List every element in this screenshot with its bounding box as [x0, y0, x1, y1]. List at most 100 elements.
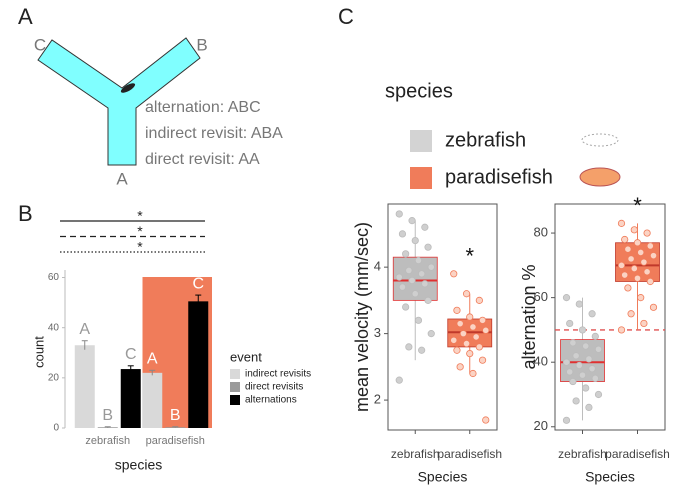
data-point	[414, 316, 423, 324]
data-point	[591, 374, 599, 382]
data-point	[469, 323, 477, 331]
data-point	[566, 319, 574, 328]
data-point	[459, 330, 467, 338]
data-point	[402, 303, 410, 311]
data-point	[411, 290, 419, 298]
data-point	[421, 223, 429, 231]
maze-legend: indirect revisit: ABA	[145, 125, 283, 142]
fish-icon	[120, 83, 136, 93]
y-maze	[37, 37, 201, 166]
data-point	[640, 258, 648, 266]
data-point	[627, 255, 635, 263]
y-tick-label: 40	[534, 354, 548, 369]
data-point	[630, 226, 638, 234]
data-point	[640, 319, 648, 328]
data-point	[562, 416, 571, 424]
maze-legend: direct revisit: AA	[145, 151, 260, 168]
x-tick-label: paradisefish	[146, 435, 205, 447]
data-point	[450, 270, 458, 278]
data-point	[633, 239, 642, 247]
plot-frame	[554, 203, 666, 431]
fish-icon	[579, 167, 621, 187]
data-point	[466, 349, 474, 358]
y-tick-label: 2	[374, 392, 381, 407]
significance-star: *	[137, 223, 143, 239]
data-point	[585, 403, 593, 411]
data-point	[453, 346, 461, 354]
data-point	[421, 280, 429, 288]
data-point	[472, 333, 480, 341]
data-point	[398, 283, 407, 291]
bar-letter: C	[125, 346, 137, 363]
data-point	[643, 229, 651, 237]
legend-label: alternations	[245, 395, 297, 406]
data-point	[482, 416, 490, 424]
data-point	[482, 326, 490, 334]
data-point	[408, 217, 416, 225]
significance-star: *	[633, 193, 642, 218]
y-tick-label: 3	[374, 325, 381, 340]
data-point	[414, 256, 423, 265]
data-point	[424, 243, 432, 251]
data-point	[617, 219, 626, 227]
data-point	[405, 343, 413, 351]
data-point	[418, 270, 426, 278]
data-point	[637, 248, 645, 257]
data-point	[633, 274, 642, 282]
maze-legend: alternation: ABC	[145, 99, 261, 116]
data-point	[575, 300, 583, 308]
data-point	[427, 263, 435, 271]
arm-label: C	[34, 35, 46, 54]
x-tick-label: zebrafish	[391, 447, 440, 461]
data-point	[424, 296, 432, 304]
data-point	[591, 332, 599, 340]
significance-star: *	[137, 239, 143, 255]
y-tick-label: 60	[48, 272, 60, 283]
legend-title: species	[385, 80, 453, 102]
y-tick-label: 60	[534, 289, 548, 304]
plot-frame	[387, 203, 498, 431]
data-point	[456, 320, 464, 328]
data-point	[624, 284, 632, 292]
data-point	[395, 210, 403, 218]
data-point	[621, 235, 629, 244]
data-point	[637, 294, 645, 302]
arm-label: B	[196, 35, 207, 54]
data-point	[405, 266, 413, 275]
data-point	[578, 326, 587, 334]
data-point	[572, 352, 580, 360]
data-point	[478, 316, 487, 324]
data-point	[475, 296, 483, 304]
bar	[142, 372, 163, 428]
x-tick-label: zebrafish	[558, 447, 607, 461]
data-point	[630, 264, 638, 273]
data-point	[562, 358, 571, 366]
data-point	[588, 365, 596, 373]
y-tick-label: 20	[48, 372, 60, 383]
data-point	[585, 355, 593, 363]
data-point	[427, 330, 435, 338]
legend-swatch	[230, 369, 240, 379]
fish-icon	[581, 133, 619, 147]
data-point	[569, 377, 577, 386]
legend-swatch	[410, 130, 432, 152]
legend-label: indirect revisits	[245, 369, 311, 380]
y-tick-label: 20	[534, 418, 548, 433]
legend-swatch	[410, 167, 432, 189]
x-axis-title: species	[115, 457, 162, 473]
y-tick-label: 0	[53, 423, 59, 434]
data-point	[646, 277, 654, 286]
data-point	[594, 390, 603, 399]
data-point	[562, 294, 571, 302]
bar-letter: B	[102, 407, 113, 424]
panel-label: B	[18, 201, 33, 226]
data-point	[450, 336, 458, 344]
data-point	[462, 339, 471, 348]
data-point	[582, 384, 590, 392]
data-point	[566, 368, 574, 376]
data-point	[594, 345, 603, 353]
data-point	[617, 326, 626, 334]
bar-letter: C	[192, 275, 204, 292]
